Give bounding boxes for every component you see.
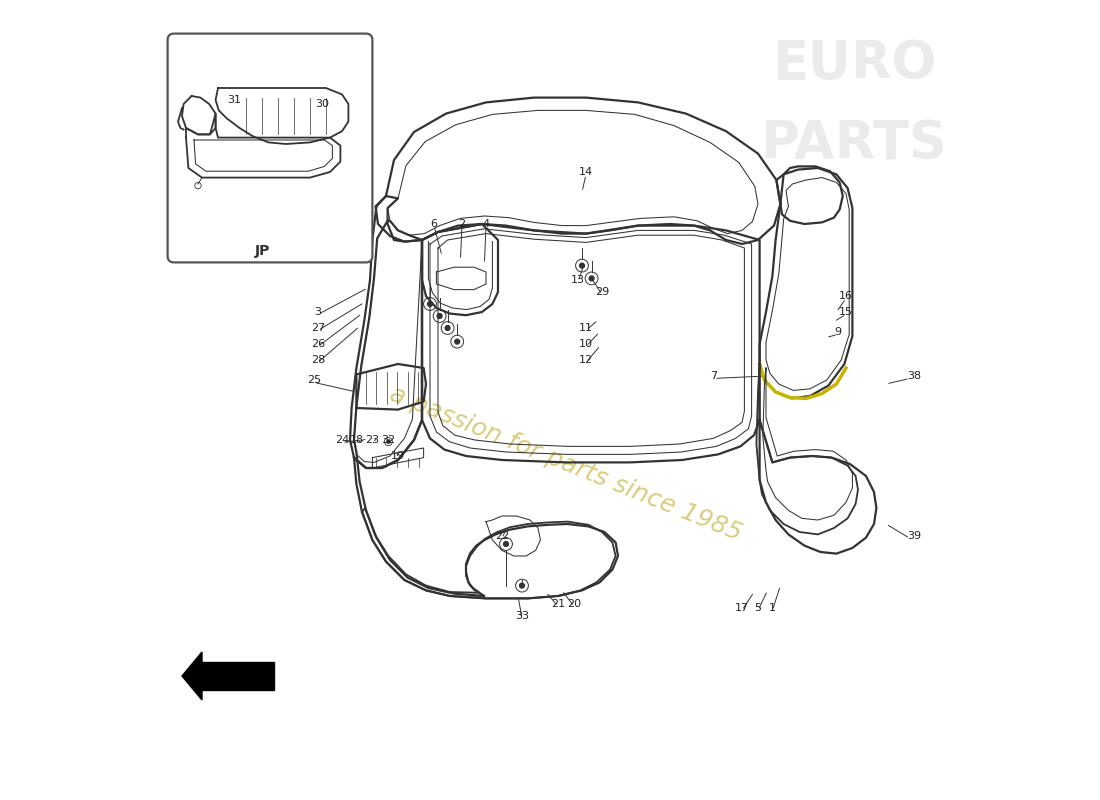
Text: 10: 10 [579,339,593,349]
Circle shape [446,326,450,330]
Text: 15: 15 [839,307,853,317]
Text: 2: 2 [459,219,465,229]
Text: 26: 26 [311,339,326,349]
Text: JP: JP [254,244,270,258]
Polygon shape [182,652,202,700]
Text: 7: 7 [711,371,717,381]
Text: 30: 30 [315,99,329,109]
Text: 24: 24 [334,435,349,445]
Text: 19: 19 [390,451,405,461]
Text: 29: 29 [595,287,609,297]
Text: 33: 33 [515,611,529,621]
Text: 12: 12 [579,355,593,365]
Text: 4: 4 [483,219,490,229]
Text: 18: 18 [350,435,363,445]
Text: a passion for parts since 1985: a passion for parts since 1985 [386,382,746,546]
Text: 28: 28 [311,355,326,365]
Circle shape [519,583,525,588]
Text: 6: 6 [430,219,438,229]
FancyBboxPatch shape [167,34,373,262]
Text: 20: 20 [566,599,581,609]
Text: EURO: EURO [772,38,936,90]
Bar [198,662,274,690]
Text: 14: 14 [579,167,593,177]
Circle shape [387,440,390,443]
Text: 11: 11 [579,323,593,333]
Text: 25: 25 [307,375,321,385]
Text: PARTS: PARTS [760,118,947,170]
Text: 27: 27 [311,323,326,333]
Text: 3: 3 [315,307,321,317]
Text: 32: 32 [382,435,396,445]
Text: 21: 21 [551,599,565,609]
Text: 22: 22 [495,531,509,541]
Circle shape [454,339,460,344]
Text: 31: 31 [227,95,241,105]
Circle shape [437,314,442,318]
Text: 23: 23 [365,435,380,445]
Text: 16: 16 [839,291,853,301]
Circle shape [504,542,508,546]
Text: 1: 1 [769,603,776,613]
Text: 5: 5 [755,603,761,613]
Text: 38: 38 [906,371,921,381]
Text: 39: 39 [906,531,921,541]
Text: 17: 17 [735,603,749,613]
Circle shape [428,302,432,306]
Circle shape [590,276,594,281]
Circle shape [580,263,584,268]
Text: 9: 9 [835,327,842,337]
Text: 13: 13 [571,275,585,285]
